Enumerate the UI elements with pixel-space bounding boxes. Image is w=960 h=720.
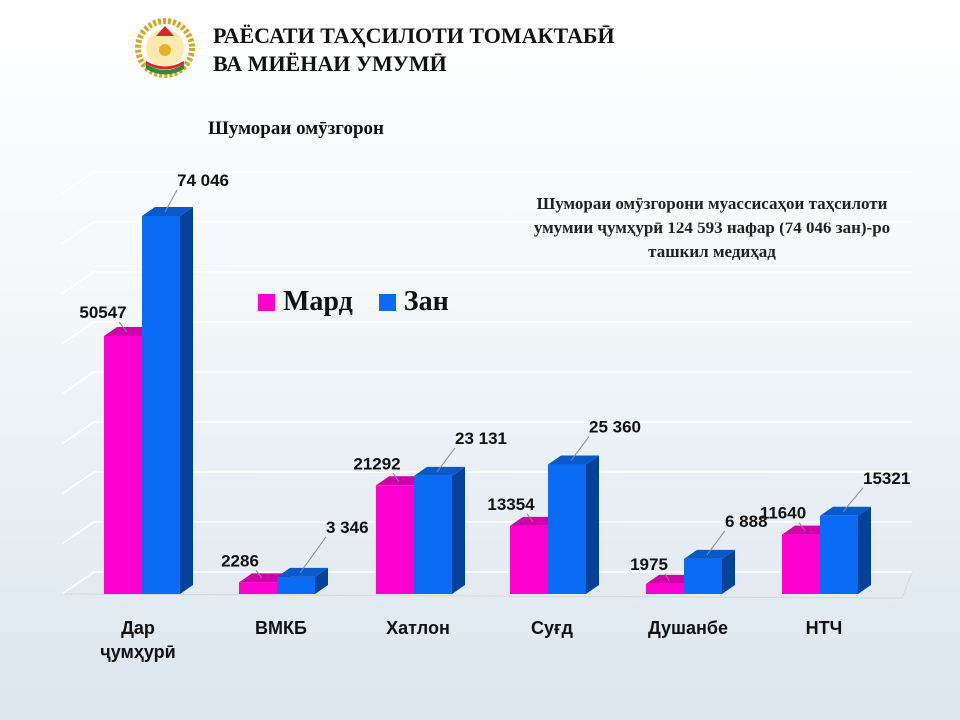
gridline bbox=[61, 170, 912, 195]
data-label-leader bbox=[706, 530, 726, 556]
bar-side-zan bbox=[180, 207, 193, 594]
data-label-leader bbox=[664, 573, 670, 581]
data-label: 21292 bbox=[353, 454, 400, 473]
gridline bbox=[61, 321, 912, 345]
data-label: 11640 bbox=[760, 504, 806, 523]
chart-legend: Мард Зан bbox=[258, 286, 475, 318]
gridline bbox=[61, 571, 912, 595]
data-label-leader bbox=[798, 522, 806, 531]
data-label: 3 346 bbox=[326, 518, 369, 537]
bar-top-zan bbox=[142, 207, 193, 216]
bar-top-zan bbox=[684, 549, 735, 559]
data-label-leader bbox=[570, 436, 590, 461]
bar-zan bbox=[684, 558, 722, 594]
bar-mard bbox=[376, 485, 414, 594]
legend-swatch-mard bbox=[258, 293, 275, 311]
gridline bbox=[61, 421, 912, 445]
bar-top-zan bbox=[414, 466, 465, 476]
legend-item-zan: Зан bbox=[378, 286, 449, 318]
header-title: РАЁСАТИ ТАҲСИЛОТИ ТОМАКТАБӢ ВА МИЁНАИ УМ… bbox=[213, 22, 615, 78]
data-label: 2286 bbox=[221, 551, 259, 570]
data-label-leader bbox=[842, 487, 864, 513]
header-title-line2: ВА МИЁНАИ УМУМӢ bbox=[213, 51, 447, 76]
bar-top-zan bbox=[820, 506, 871, 516]
emblem-icon bbox=[135, 18, 195, 78]
bar-zan bbox=[548, 464, 586, 594]
data-label: 74 046 bbox=[177, 171, 229, 190]
data-label: 23 131 bbox=[455, 429, 507, 448]
bar-zan bbox=[142, 216, 180, 594]
gridline bbox=[61, 521, 912, 545]
data-label-leader bbox=[118, 321, 128, 333]
data-label-leader bbox=[255, 570, 263, 579]
bar-top-zan bbox=[277, 567, 328, 577]
data-label-leader bbox=[392, 473, 400, 482]
legend-swatch-zan bbox=[378, 293, 396, 311]
bar-side-zan bbox=[586, 455, 599, 594]
data-label: 25 360 bbox=[589, 418, 641, 437]
category-label: Суғд bbox=[531, 618, 574, 638]
legend-label-mard: Мард bbox=[283, 286, 353, 317]
bar-mard bbox=[782, 534, 820, 594]
data-label-leader bbox=[164, 189, 178, 213]
bar-side-zan bbox=[858, 506, 871, 594]
category-label: Дар bbox=[121, 618, 155, 638]
bar-mard bbox=[646, 583, 684, 594]
gridline bbox=[61, 221, 912, 245]
bar-top-zan bbox=[548, 455, 599, 465]
gridline bbox=[61, 371, 912, 395]
bar-side-zan bbox=[722, 549, 735, 594]
bar-zan bbox=[820, 515, 858, 594]
category-label: Душанбе bbox=[648, 618, 728, 638]
category-label: НТЧ bbox=[806, 618, 843, 638]
bar-zan bbox=[414, 475, 452, 594]
bar-mard bbox=[239, 582, 277, 594]
category-label: ҷумҳурӣ bbox=[100, 642, 175, 662]
bar-side-zan bbox=[315, 567, 328, 594]
data-label: 13354 bbox=[487, 495, 535, 514]
bar-mard bbox=[510, 525, 548, 594]
bar-zan bbox=[277, 576, 315, 594]
chart-annotation: Шумораи омӯзгорони муассисаҳои таҳсилоти… bbox=[533, 194, 891, 261]
bar-mard bbox=[104, 335, 142, 594]
data-label: 6 888 bbox=[725, 512, 768, 531]
header-title-line1: РАЁСАТИ ТАҲСИЛОТИ ТОМАКТАБӢ bbox=[213, 23, 615, 48]
legend-item-mard: Мард bbox=[258, 286, 353, 318]
legend-label-zan: Зан bbox=[403, 286, 449, 317]
data-label: 50547 bbox=[79, 303, 126, 322]
gridline bbox=[61, 471, 912, 495]
data-label-leader bbox=[526, 513, 534, 523]
data-label-leader bbox=[436, 447, 456, 473]
chart-title: Шумораи омӯзгорон bbox=[208, 118, 384, 139]
bar-side-zan bbox=[452, 466, 465, 594]
data-label: 15321 bbox=[863, 469, 910, 488]
category-label: Хатлон bbox=[386, 618, 450, 638]
gridline bbox=[61, 271, 912, 295]
data-label-leader bbox=[299, 536, 327, 574]
category-label: ВМКБ bbox=[255, 618, 307, 638]
data-label: 1975 bbox=[630, 555, 668, 574]
